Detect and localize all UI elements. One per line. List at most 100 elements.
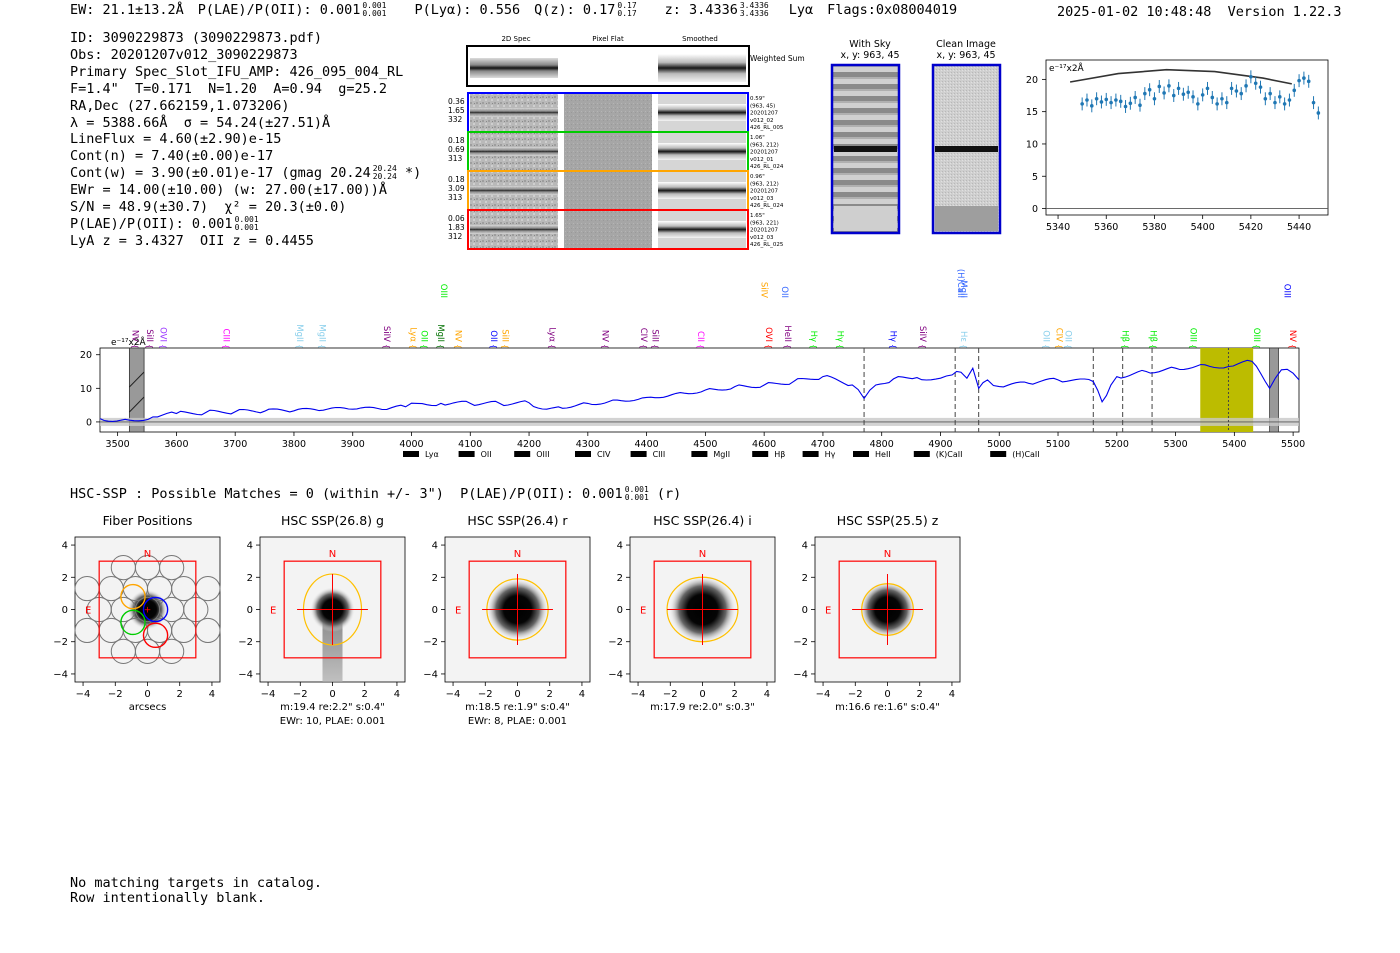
hsc-xtick-label-1-1: −2 — [293, 689, 308, 700]
zoom-point-6 — [1109, 100, 1113, 105]
cutout-stat-1-0: 0.18 — [448, 136, 465, 145]
zoom-point-48 — [1311, 100, 1316, 105]
spec-xtick-label-4: 3900 — [341, 439, 365, 450]
hsc-ytick-label-4-0: −4 — [793, 669, 808, 680]
masked-region-red — [1269, 347, 1279, 433]
hsc-ytick-label-1-0: −4 — [238, 669, 253, 680]
spec-xtick-label-13: 4800 — [870, 439, 894, 450]
zoom-point-41 — [1277, 95, 1282, 99]
zoom-ytick-label-4: 20 — [1026, 75, 1038, 86]
north-label-2: N — [514, 549, 521, 560]
info-sn: S/N = 48.9(±30.7) χ² = 20.3(±0.0) — [70, 199, 347, 216]
line-id: Lyα — [788, 2, 814, 18]
hsc-ytick-label-2-3: 2 — [432, 573, 438, 584]
hsc-title-end: (r) — [656, 486, 682, 502]
line-label-26: CIV — [1053, 328, 1063, 342]
zoom-point-18 — [1167, 84, 1171, 88]
col-title-pixelflat: Pixel Flat — [592, 35, 624, 43]
line-label-bracket-3: { — [221, 344, 230, 349]
cutout-meta-2-1: (963, 212) — [750, 181, 779, 187]
legend-swatch-8 — [853, 451, 869, 457]
zoom-xtick-label-5: 5440 — [1287, 222, 1311, 233]
hsc-xtick-label-2-1: −2 — [478, 689, 493, 700]
zoom-point-29 — [1220, 96, 1224, 101]
catalog-line-1: No matching targets in catalog. — [70, 875, 322, 891]
clean-image-xy: x, y: 963, 45 — [936, 50, 995, 61]
hsc-xtick-label-4-4: 4 — [949, 689, 955, 700]
cutout-meta-3-2: 20201207 — [750, 228, 778, 234]
line-label-bracket-20: { — [809, 344, 818, 349]
timestamp-version: 2025-01-02 10:48:48 Version 1.22.3 — [1057, 4, 1342, 20]
zoom-point-43 — [1287, 98, 1292, 102]
spec-ytick-label-0: 0 — [86, 417, 92, 428]
hsc-panel-title-3: HSC SSP(26.4) i — [653, 513, 751, 528]
hsc-search-box-2 — [468, 560, 567, 659]
plae-err-lo: 0.001 — [362, 9, 387, 18]
line-label-bracket-7: { — [408, 344, 417, 349]
line-label-bracket-26: { — [1054, 344, 1063, 349]
cutout-stat-3-2: 312 — [448, 232, 463, 241]
plya-value: P(Lyα): 0.556 — [414, 2, 521, 18]
hsc-search-box-4 — [838, 560, 937, 659]
with-sky-xy: x, y: 963, 45 — [840, 50, 899, 61]
zoom-spectrum-chart: e⁻¹⁷x2Å 5340 5360 5380 5400 5420 5440 0 5 10 15 20 — [1026, 59, 1329, 233]
line-label-21: Hγ — [835, 331, 845, 342]
line-label-7: Lyα — [407, 327, 417, 342]
zoom-point-21 — [1181, 92, 1186, 97]
line-label-5: MgII — [316, 324, 326, 342]
legend-label-6: Hβ — [774, 450, 785, 459]
hsc-title-err: 0.001 0.001 — [625, 486, 649, 502]
plae-err-hi: 0.001 — [362, 1, 387, 10]
spec-xtick-label-9: 4400 — [635, 439, 659, 450]
cutout-pixelflat-3 — [564, 211, 652, 248]
line-label-bracket-1: { — [145, 344, 154, 349]
zoom-point-11 — [1133, 95, 1137, 100]
cutout-meta-2-3: v012_03 — [750, 196, 774, 202]
hsc-xtick-label-3-1: −2 — [663, 689, 678, 700]
line-label-bracket-14: { — [601, 344, 610, 349]
zoom-point-47 — [1306, 79, 1311, 84]
hsc-title-text: HSC-SSP : Possible Matches = 0 (within +… — [70, 486, 623, 502]
hsc-xtick-label-0-1: −2 — [108, 689, 123, 700]
hsc-xtick-label-2-2: 0 — [514, 689, 520, 700]
info-lineflux: LineFlux = 4.60(±2.90)e-15 — [70, 131, 282, 148]
zoom-point-5 — [1104, 97, 1109, 102]
hsc-caption1-1: m:19.4 re:2.2" s:0.4" — [280, 702, 385, 713]
hsc-panel-title-1: HSC SSP(26.8) g — [281, 513, 384, 528]
cutout-pixelflat-2 — [564, 172, 652, 209]
catalog-note: No matching targets in catalog. Row inten… — [70, 876, 322, 906]
spectrum-axes: 3500 3600 3700 3800 3900 4000 4100 4200 4300 4400… — [80, 350, 1305, 450]
cutout-meta-0-3: v012_02 — [750, 118, 774, 124]
plae-header-value: P(LAE)/P(OII): 0.001 — [197, 2, 361, 18]
qz-value: Q(z): 0.17 — [534, 2, 616, 18]
zoom-point-37 — [1258, 85, 1263, 89]
zoom-xtick-label-2: 5380 — [1142, 222, 1166, 233]
contw-hi: 20.24 — [372, 164, 397, 174]
cutout-stat-0-0: 0.36 — [448, 97, 465, 106]
hsc-ytick-label-1-2: 0 — [247, 605, 253, 616]
upper-label-4: MgII — [958, 280, 968, 298]
fiber-green — [120, 609, 146, 636]
hsc-title-line: HSC-SSP : Possible Matches = 0 (within +… — [70, 486, 682, 503]
zoom-point-35 — [1249, 74, 1253, 79]
cutout-2dspec-trace-0 — [470, 108, 558, 117]
zoom-point-27 — [1210, 95, 1215, 100]
east-label-1: E — [270, 606, 276, 617]
cutout-meta-1-0: 1.06" — [750, 135, 765, 141]
plae-header: P(LAE)/P(OII): 0.001 0.001 0.001 — [197, 1, 401, 19]
zoom-point-36 — [1253, 81, 1258, 86]
spec-xtick-label-2: 3700 — [223, 439, 247, 450]
legend-label-4: CIII — [653, 450, 666, 459]
spec-xtick-label-15: 5000 — [987, 439, 1011, 450]
cutout-meta-1-1: (963, 212) — [750, 142, 779, 148]
info-id: ID: 3090229873 (3090229873.pdf) — [70, 30, 322, 46]
cutout-smoothed-trace-1 — [658, 143, 746, 160]
col-title-smoothed: Smoothed — [682, 35, 718, 43]
hsc-xtick-label-4-2: 0 — [884, 689, 890, 700]
qz-err: 0.17 0.17 — [617, 2, 636, 18]
hsc-title-lo: 0.001 — [624, 493, 649, 502]
z-err: 3.4336 3.4336 — [740, 2, 769, 18]
info-block: ID: 3090229873 (3090229873.pdf) Obs: 202… — [70, 30, 421, 250]
z-err-hi: 3.4336 — [739, 1, 769, 10]
